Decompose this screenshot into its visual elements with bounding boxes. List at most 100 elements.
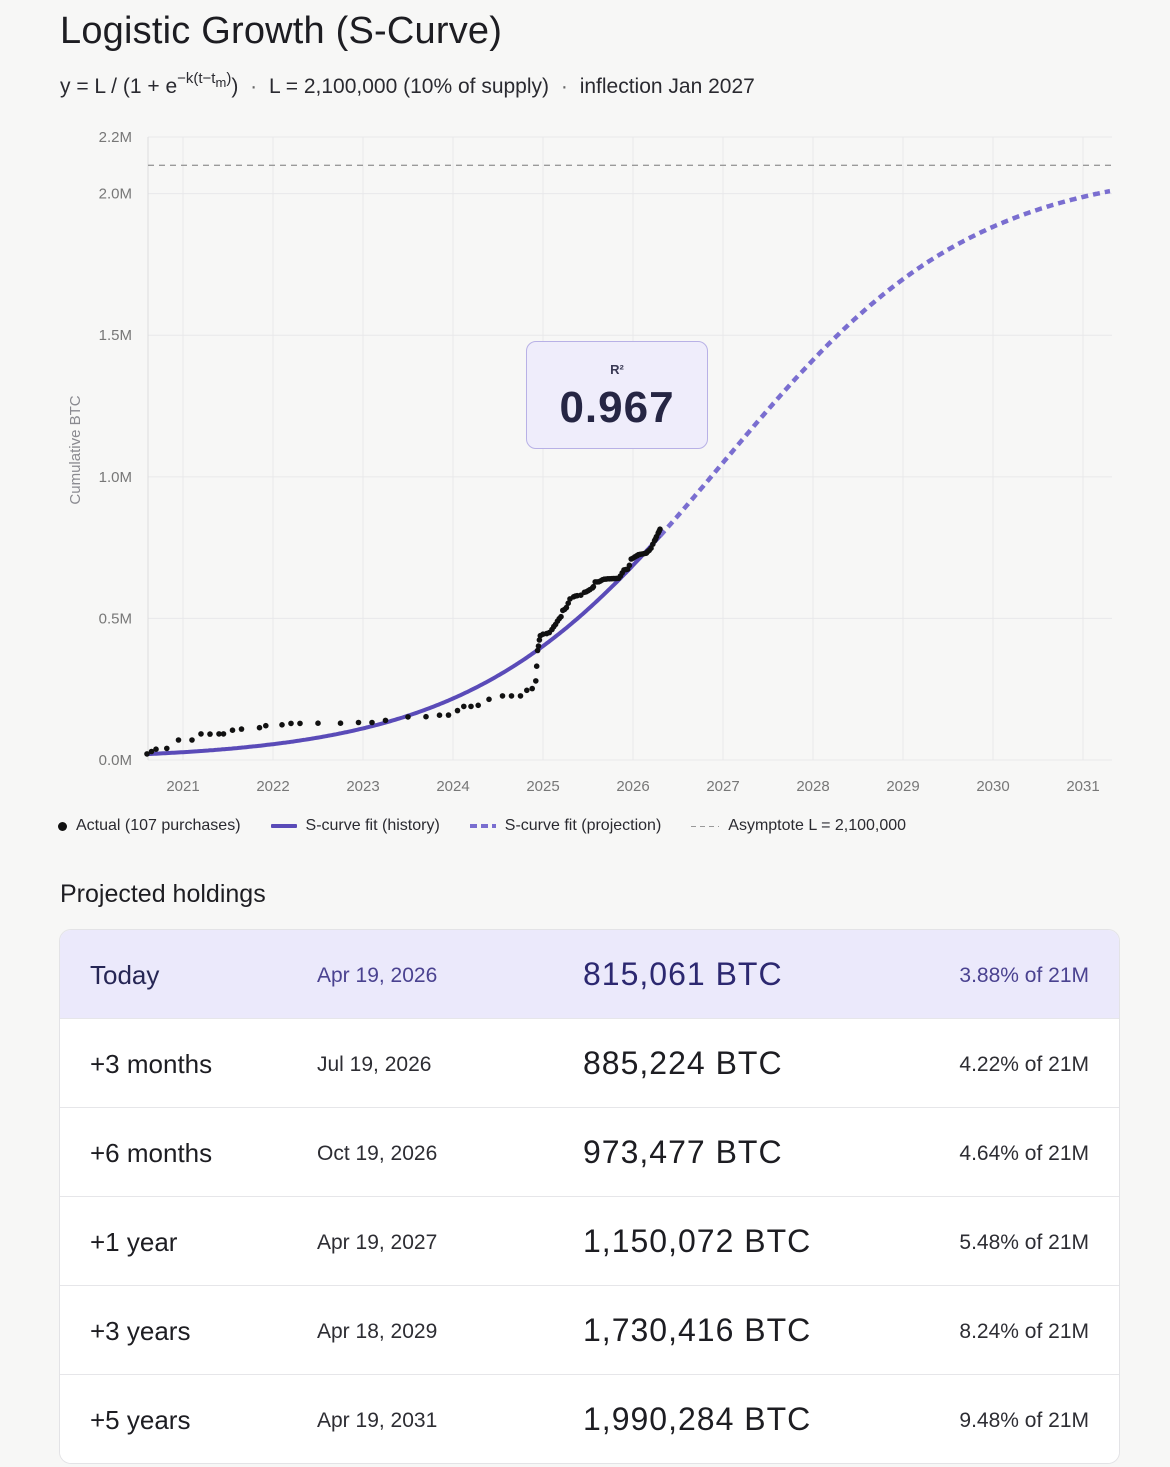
- r2-label: R²: [610, 362, 624, 377]
- actual-point: [475, 702, 482, 709]
- line-layer: [145, 164, 1112, 757]
- actual-point: [508, 693, 515, 699]
- actual-point: [279, 722, 285, 728]
- actual-point: [436, 712, 443, 718]
- actual-point: [405, 714, 411, 720]
- param-l: L = 2,100,000 (10% of supply): [269, 75, 550, 98]
- table-row: +3 months Jul 19, 2026 885,224 BTC 4.22%…: [60, 1018, 1119, 1107]
- row-btc: 973,477 BTC: [583, 1134, 783, 1170]
- actual-point: [626, 562, 633, 569]
- chart-legend: Actual (107 purchases) S-curve fit (hist…: [58, 817, 936, 835]
- r2-box: R² 0.967: [526, 341, 708, 449]
- actual-point: [517, 693, 524, 699]
- row-label: +3 months: [90, 1049, 213, 1079]
- row-btc: 885,224 BTC: [583, 1045, 783, 1081]
- actual-point: [355, 719, 362, 726]
- legend-asymptote: Asymptote L = 2,100,000: [691, 817, 906, 835]
- actual-point: [256, 724, 263, 731]
- table-row: Today Apr 19, 2026 815,061 BTC 3.88% of …: [60, 930, 1119, 1018]
- projected-holdings-table: Today Apr 19, 2026 815,061 BTC 3.88% of …: [59, 929, 1120, 1464]
- table-row: +1 year Apr 19, 2027 1,150,072 BTC 5.48%…: [60, 1196, 1119, 1285]
- actual-point: [164, 745, 170, 752]
- actual-point: [643, 550, 650, 556]
- point-layer: [144, 526, 663, 757]
- row-btc: 1,990,284 BTC: [583, 1401, 812, 1437]
- actual-point: [634, 552, 641, 559]
- actual-point: [423, 713, 429, 720]
- actual-point: [216, 731, 222, 737]
- x-tick-label: 2022: [256, 778, 289, 795]
- row-pct: 4.64% of 21M: [959, 1142, 1089, 1165]
- fit-history-line: [145, 534, 662, 757]
- actual-point: [486, 696, 492, 703]
- row-date: Jul 19, 2026: [317, 1053, 432, 1076]
- chart-title: Logistic Growth (S-Curve): [60, 10, 503, 52]
- actual-point: [198, 731, 204, 737]
- x-tick-label: 2026: [616, 778, 649, 795]
- separator-dot: ·: [560, 75, 568, 98]
- actual-point: [445, 712, 452, 718]
- y-tick-label: 0.0M: [99, 752, 132, 769]
- r2-value: 0.967: [559, 383, 675, 432]
- actual-point: [529, 685, 535, 692]
- actual-point: [499, 693, 506, 699]
- actual-point: [148, 748, 155, 755]
- actual-point: [535, 643, 542, 649]
- actual-point: [590, 583, 597, 590]
- x-tick-label: 2031: [1066, 778, 1099, 795]
- actual-point: [288, 720, 294, 727]
- x-tick-label: 2027: [706, 778, 739, 795]
- actual-point: [656, 528, 662, 534]
- y-tick-label: 2.0M: [99, 186, 132, 203]
- actual-point: [220, 731, 227, 737]
- row-pct: 3.88% of 21M: [959, 964, 1089, 987]
- legend-dash-swatch: [469, 824, 496, 828]
- actual-point: [175, 737, 182, 743]
- x-tick-label: 2021: [166, 778, 199, 795]
- row-pct: 8.24% of 21M: [959, 1320, 1089, 1343]
- actual-point: [369, 719, 375, 726]
- row-date: Oct 19, 2026: [317, 1142, 438, 1165]
- row-btc: 1,150,072 BTC: [583, 1223, 812, 1259]
- separator-dot: ·: [250, 75, 258, 98]
- actual-point: [337, 720, 344, 726]
- actual-point: [558, 613, 564, 620]
- table-row: +5 years Apr 19, 2031 1,990,284 BTC 9.48…: [60, 1374, 1119, 1463]
- table-row: +6 months Oct 19, 2026 973,477 BTC 4.64%…: [60, 1107, 1119, 1196]
- section-title: Projected holdings: [60, 880, 266, 908]
- row-btc: 1,730,416 BTC: [583, 1312, 812, 1348]
- legend-actual: Actual (107 purchases): [58, 817, 241, 835]
- actual-point: [583, 589, 589, 595]
- actual-point: [536, 637, 543, 643]
- actual-point: [153, 746, 159, 752]
- x-tick-label: 2028: [796, 778, 829, 795]
- row-label: +6 months: [90, 1138, 213, 1168]
- fit-projection-line: [658, 188, 1111, 538]
- actual-point: [524, 687, 530, 694]
- actual-point: [468, 703, 474, 710]
- formula-exponent: −k(t−tm): [177, 70, 232, 90]
- legend-asymptote-swatch: [691, 825, 720, 827]
- actual-point: [533, 678, 539, 684]
- actual-point: [572, 593, 579, 599]
- actual-point: [189, 737, 195, 743]
- legend-fit-projection: S-curve fit (projection): [469, 817, 661, 835]
- s-curve-chart: 0.0M 0.5M 1.0M 1.5M 2.0M 2.2M 2021 2022 2023 2024…: [67, 129, 1112, 795]
- actual-point: [461, 703, 467, 710]
- x-tick-label: 2023: [346, 778, 379, 795]
- actual-point: [238, 726, 245, 732]
- table-row: +3 years Apr 18, 2029 1,730,416 BTC 8.24…: [60, 1285, 1119, 1374]
- actual-point: [563, 604, 570, 611]
- actual-point: [263, 722, 269, 729]
- y-axis-label: Cumulative BTC: [67, 395, 84, 504]
- x-tick-label: 2030: [976, 778, 1009, 795]
- y-tick-label: 2.2M: [99, 129, 132, 146]
- legend-solid-swatch: [270, 824, 297, 828]
- row-label: +1 year: [90, 1227, 178, 1257]
- formula-subtitle: y = L / (1 + e−k(t−tm)) · L = 2,100,000 …: [60, 70, 755, 99]
- x-tick-label: 2025: [526, 778, 559, 795]
- legend-dot-swatch: [58, 821, 67, 831]
- row-date: Apr 19, 2027: [317, 1231, 438, 1254]
- x-tick-label: 2029: [886, 778, 919, 795]
- actual-point: [144, 751, 150, 757]
